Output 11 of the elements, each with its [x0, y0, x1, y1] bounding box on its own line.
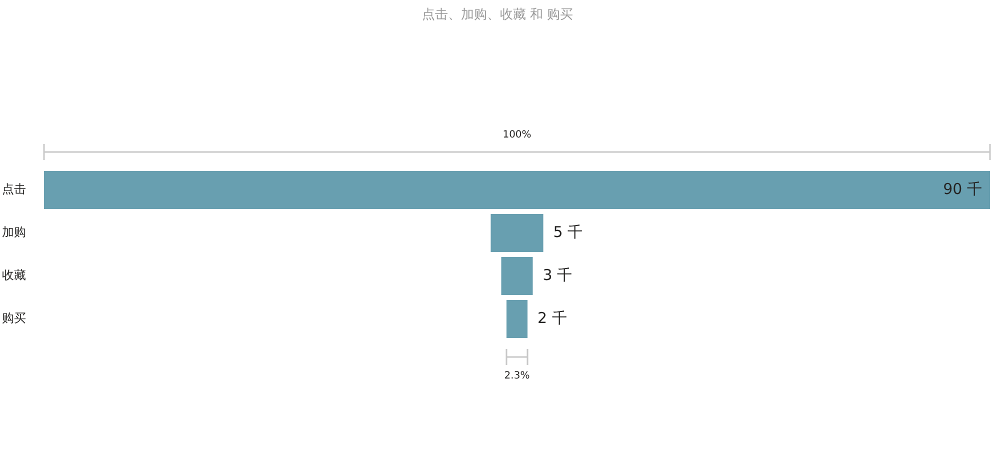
category-label: 点击	[2, 182, 26, 196]
category-label: 购买	[2, 311, 26, 326]
category-label: 收藏	[2, 268, 26, 282]
data-label: 2 千	[538, 308, 567, 327]
data-label: 3 千	[542, 266, 572, 284]
data-label: 5 千	[553, 222, 583, 241]
category-label: 加购	[2, 225, 26, 240]
text: 2.3%	[504, 370, 530, 382]
text: 100%	[502, 130, 532, 141]
text: 点击、加购、收藏 和 购买	[422, 7, 574, 22]
data-label: 90 千	[943, 180, 982, 198]
